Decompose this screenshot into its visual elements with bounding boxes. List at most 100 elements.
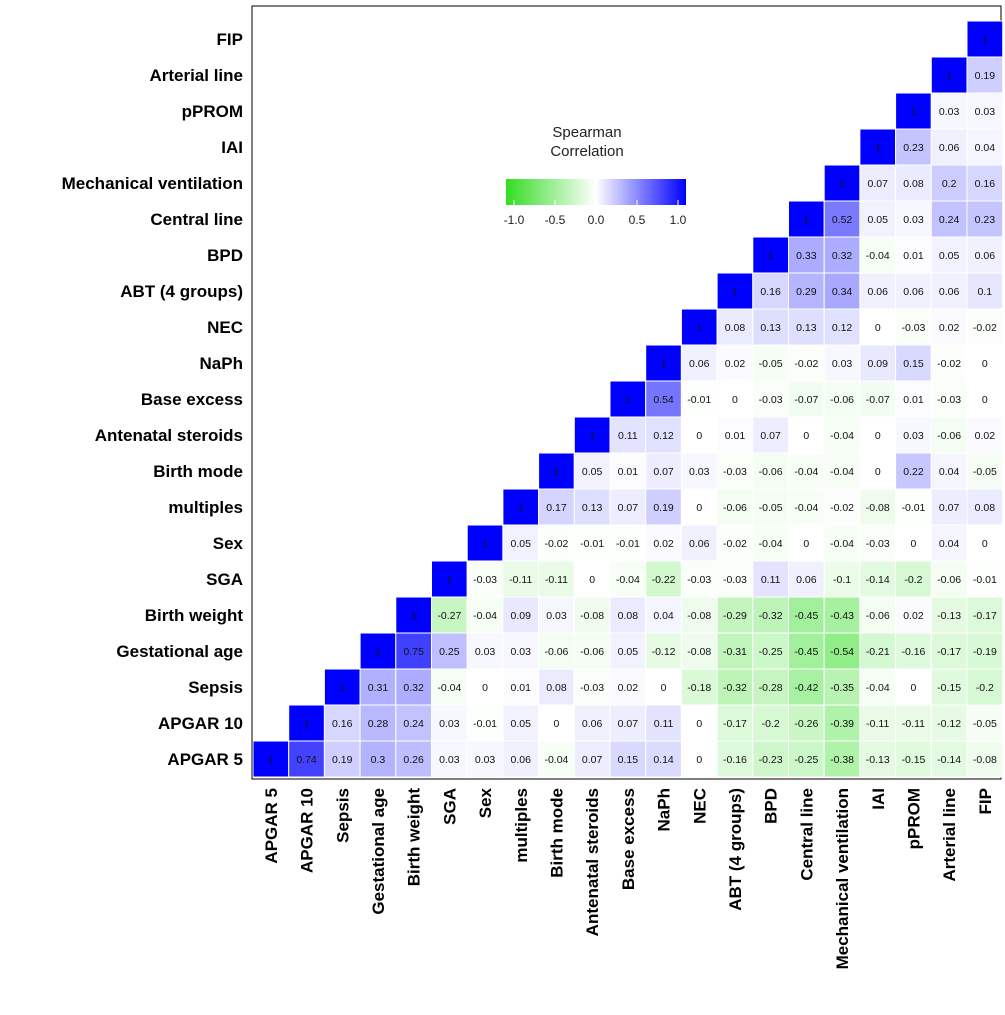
legend-tick-label: 1.0 (670, 213, 687, 227)
legend-title-line2: Correlation (550, 143, 623, 160)
cell-value-label: 0.31 (368, 682, 389, 694)
y-axis-label-birth-mode: Birth mode (153, 462, 243, 481)
x-axis-label-birth-weight: Birth weight (405, 788, 424, 887)
heatmap-cell-gestational-age-birth-mode (538, 632, 575, 670)
heatmap-cell-sga-fip (966, 560, 1004, 598)
cell-value-label: -0.05 (973, 718, 997, 730)
heatmap-cell-apgar-10-apgar-10 (288, 704, 325, 742)
legend-tick-label: -0.5 (545, 213, 566, 227)
cell-value-label: 0.13 (760, 322, 781, 334)
x-axis-label-sga: SGA (440, 788, 459, 825)
heatmap-cell-apgar-5-sex (466, 740, 504, 778)
cell-value-label: -0.29 (723, 610, 747, 622)
heatmap-cell-apgar-10-pprom (895, 704, 932, 742)
cell-value-label: 0.02 (618, 682, 639, 694)
x-axis-label-gestational-age: Gestational age (369, 788, 388, 915)
cell-value-label: 0.07 (939, 502, 960, 514)
heatmap-cell-sepsis-central-line (788, 668, 825, 706)
cell-value-label: 0.11 (761, 574, 781, 586)
heatmap-cell-sepsis-abt-4-groups (716, 668, 754, 706)
heatmap-cell-birth-weight-sex (466, 596, 504, 634)
x-axis-label-central-line: Central line (797, 788, 816, 881)
cell-value-label: -0.02 (973, 322, 997, 334)
heatmap-cell-gestational-age-arterial-line (930, 632, 968, 670)
heatmap-cell-antenatal-steroids-iai (859, 416, 897, 454)
cell-value-label: 0.01 (511, 682, 532, 694)
cell-value-label: 0 (875, 430, 881, 442)
heatmap-cell-birth-weight-bpd (752, 596, 789, 634)
heatmap-cell-base-excess-base-excess (609, 380, 647, 418)
cell-value-label: 0.08 (546, 682, 567, 694)
cell-value-label: -0.07 (794, 394, 818, 406)
cell-value-label: 0.12 (832, 322, 853, 334)
heatmap-cell-birth-weight-fip (966, 596, 1004, 634)
cell-value-label: 0.2 (942, 178, 957, 190)
heatmap-cell-naph-fip (966, 344, 1004, 382)
x-axis-label-apgar-5: APGAR 5 (262, 788, 281, 864)
cell-value-label: 0.01 (618, 466, 639, 478)
heatmap-cell-apgar-10-naph (645, 704, 682, 742)
heatmap-cell-birth-weight-arterial-line (930, 596, 968, 634)
heatmap-cell-apgar-5-nec (680, 740, 718, 778)
heatmap-cell-multiples-central-line (788, 488, 825, 526)
cell-value-label: 0 (875, 466, 881, 478)
heatmap-cell-base-excess-nec (680, 380, 718, 418)
cell-value-label: 1 (375, 646, 381, 658)
cell-value-label: 0.22 (903, 466, 924, 478)
heatmap-cell-apgar-5-iai (859, 740, 897, 778)
y-axis-label-apgar-5: APGAR 5 (167, 750, 243, 769)
cell-value-label: 1 (625, 394, 631, 406)
heatmap-cell-central-line-mechanical-ventilation (823, 200, 861, 238)
cell-value-label: -0.28 (759, 682, 783, 694)
heatmap-cell-sepsis-mechanical-ventilation (823, 668, 861, 706)
cell-value-label: 0.05 (582, 466, 603, 478)
cell-value-label: -0.2 (904, 574, 922, 586)
cell-value-label: -0.03 (901, 322, 925, 334)
cell-value-label: 0.11 (654, 718, 674, 730)
heatmap-cell-apgar-10-sex (466, 704, 504, 742)
y-axis-label-antenatal-steroids: Antenatal steroids (95, 426, 243, 445)
x-axis-label-apgar-10: APGAR 10 (298, 788, 317, 873)
heatmap-cell-apgar-5-apgar-10 (288, 740, 325, 778)
heatmap-cell-apgar-5-pprom (895, 740, 932, 778)
cell-value-label: -0.03 (580, 682, 604, 694)
cell-value-label: 0.19 (975, 70, 996, 82)
cell-value-label: -0.04 (830, 538, 854, 550)
heatmap-cell-apgar-5-naph (645, 740, 682, 778)
cell-value-label: 0.24 (939, 214, 960, 226)
cell-value-label: -0.01 (616, 538, 640, 550)
heatmap-cell-sga-sga (431, 560, 468, 598)
heatmap-cell-sex-bpd (752, 524, 789, 562)
heatmap-cell-multiples-pprom (895, 488, 932, 526)
cell-value-label: -0.02 (723, 538, 747, 550)
x-axis-label-fip: FIP (976, 788, 995, 814)
cell-value-label: 0 (803, 430, 809, 442)
heatmap-cell-apgar-10-antenatal-steroids (573, 704, 611, 742)
cell-value-label: -0.43 (830, 610, 854, 622)
y-axis-label-sga: SGA (206, 570, 243, 589)
cell-value-label: 0.54 (653, 394, 674, 406)
heatmap-cell-apgar-10-base-excess (609, 704, 647, 742)
cell-value-label: -0.26 (794, 718, 818, 730)
cell-value-label: -0.08 (580, 610, 604, 622)
cell-value-label: -0.17 (937, 646, 961, 658)
heatmap-cell-base-excess-pprom (895, 380, 932, 418)
heatmap-cell-antenatal-steroids-nec (680, 416, 718, 454)
x-axis-label-mechanical-ventilation: Mechanical ventilation (833, 788, 852, 969)
cell-value-label: 1 (304, 718, 310, 730)
cell-value-label: 0.74 (296, 754, 317, 766)
heatmap-cell-multiples-antenatal-steroids (573, 488, 611, 526)
heatmap-cell-birth-mode-nec (680, 452, 718, 490)
heatmap-cell-apgar-10-birth-mode (538, 704, 575, 742)
heatmap-cell-bpd-arterial-line (930, 236, 968, 274)
heatmap-cell-apgar-10-multiples (502, 704, 540, 742)
cell-value-label: -0.11 (509, 574, 532, 586)
heatmap-cell-mechanical-ventilation-fip (966, 164, 1004, 202)
cell-value-label: -0.25 (759, 646, 783, 658)
heatmap-cell-birth-weight-base-excess (609, 596, 647, 634)
heatmap-cell-birth-weight-birth-mode (538, 596, 575, 634)
heatmap-cell-multiples-iai (859, 488, 897, 526)
y-axis-label-central-line: Central line (150, 210, 243, 229)
heatmap-cell-multiples-fip (966, 488, 1004, 526)
cell-value-label: -0.12 (652, 646, 676, 658)
